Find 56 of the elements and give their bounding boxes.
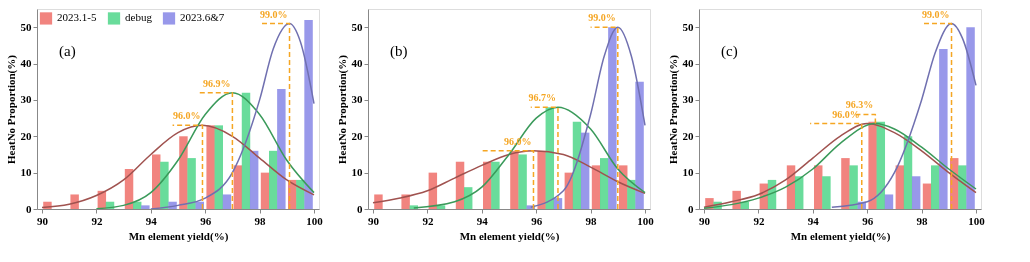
x-axis-title: Mn element yield(%) (459, 229, 560, 243)
annotation: 96.0% (832, 108, 860, 120)
x-tick-label: 100 (637, 214, 655, 227)
x-tick-label: 94 (145, 214, 158, 227)
y-tick-label: 0 (26, 202, 32, 215)
y-tick-label: 30 (682, 93, 694, 106)
annotation: 99.0% (588, 12, 616, 24)
y-tick-label: 10 (682, 166, 694, 179)
x-axis-title: Mn element yield(%) (128, 229, 229, 243)
y-tick-label: 40 (20, 57, 32, 70)
y-axis-title: HeatNo Proportion(%) (666, 54, 680, 164)
x-tick-label: 92 (422, 214, 434, 227)
y-tick-label: 20 (20, 129, 32, 142)
y-tick-label: 30 (20, 93, 32, 106)
legend-label: 2023.1-5 (57, 11, 97, 24)
y-tick-label: 10 (351, 166, 363, 179)
x-tick-label: 96 (531, 214, 543, 227)
y-tick-label: 0 (688, 202, 694, 215)
x-tick-label: 100 (968, 214, 986, 227)
y-axis-title: HeatNo Proportion(%) (335, 54, 349, 164)
y-tick-label: 40 (682, 57, 694, 70)
x-tick-label: 90 (699, 214, 711, 227)
x-tick-label: 90 (37, 214, 49, 227)
x-axis-title: Mn element yield(%) (790, 229, 891, 243)
annotation: 96.0% (172, 110, 201, 122)
annotation: 99.0% (922, 8, 950, 20)
x-tick-label: 100 (306, 214, 324, 227)
y-tick-label: 20 (351, 129, 363, 142)
annotation: 96.3% (845, 99, 874, 111)
y-tick-label: 40 (351, 57, 363, 70)
annotation: (a) (59, 43, 76, 60)
y-tick-label: 30 (351, 93, 363, 106)
y-tick-label: 10 (20, 166, 32, 179)
legend-label: 2023.6&7 (180, 11, 225, 24)
annotation: 99.0% (260, 8, 288, 20)
x-tick-label: 98 (254, 214, 267, 227)
annotation: (b) (390, 43, 408, 60)
annotation: 96.7% (528, 92, 556, 104)
x-tick-label: 98 (585, 214, 598, 227)
x-tick-label: 92 (91, 214, 103, 227)
x-tick-label: 96 (200, 214, 212, 227)
y-tick-label: 50 (351, 20, 363, 33)
x-tick-label: 92 (753, 214, 765, 227)
annotation: (c) (721, 43, 738, 60)
x-tick-label: 94 (807, 214, 820, 227)
x-tick-label: 94 (476, 214, 489, 227)
y-tick-label: 0 (357, 202, 363, 215)
x-tick-label: 90 (368, 214, 380, 227)
y-tick-label: 50 (682, 20, 694, 33)
legend-label: debug (125, 11, 153, 24)
annotation: 96.9% (202, 77, 231, 89)
y-axis-title: HeatNo Proportion(%) (4, 54, 18, 164)
x-tick-label: 96 (862, 214, 874, 227)
x-tick-label: 98 (916, 214, 929, 227)
y-tick-label: 50 (20, 20, 32, 33)
y-tick-label: 20 (682, 129, 694, 142)
